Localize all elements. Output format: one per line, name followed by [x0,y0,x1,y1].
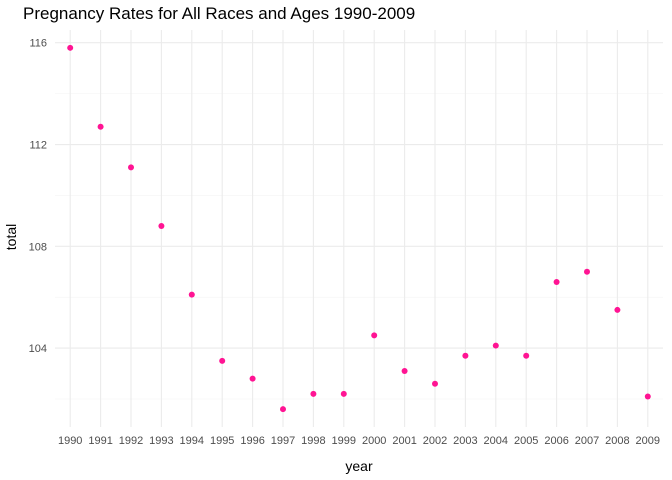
grid [55,30,663,427]
x-tick-label: 1996 [240,435,264,447]
y-tick-label: 108 [29,241,47,253]
x-tick-label: 1999 [332,435,356,447]
data-point [188,291,195,298]
x-axis-title: year [345,458,373,474]
data-point [462,352,469,359]
x-tick-label: 1997 [271,435,295,447]
data-point [128,164,134,171]
x-tick-label: 2005 [514,435,538,447]
data-point [340,390,347,397]
x-tick-label: 2007 [575,435,599,447]
data-point [553,278,560,285]
x-tick-label: 2000 [362,435,386,447]
x-tick-label: 2003 [453,435,477,447]
data-point [432,380,438,387]
data-point [97,123,104,130]
x-tick-label: 1991 [88,435,112,447]
y-tick-label: 112 [29,140,47,152]
x-tick-label: 2002 [423,435,447,447]
data-points [67,44,651,413]
x-tick-label: 1992 [119,435,143,447]
data-point [158,222,165,229]
chart-title: Pregnancy Rates for All Races and Ages 1… [23,4,415,23]
y-axis-title: total [3,224,19,250]
x-tick-label: 1990 [58,435,82,447]
x-tick-label: 2004 [484,435,508,447]
data-point [371,332,378,339]
data-point [401,368,408,375]
y-tick-label: 116 [29,38,47,50]
y-axis-ticks: 104 108 112 116 [29,38,47,355]
data-point [219,357,226,364]
x-tick-label: 2006 [544,435,568,447]
data-point [492,342,499,349]
y-tick-label: 104 [29,343,47,355]
data-point [644,393,651,400]
x-tick-label: 1998 [301,435,325,447]
data-point [310,390,317,397]
x-tick-label: 1995 [210,435,234,447]
data-point [280,406,286,413]
data-point [523,352,530,359]
x-tick-label: 1994 [180,435,204,447]
data-point [249,375,256,382]
x-tick-label: 2009 [636,435,660,447]
x-tick-label: 1993 [149,435,173,447]
data-point [614,306,621,313]
data-point [67,44,74,51]
x-axis-ticks: 1990 1991 1992 1993 1994 1995 1996 1997 1998 1999… [58,435,660,447]
x-tick-label: 2001 [392,435,416,447]
x-tick-label: 2008 [605,435,629,447]
data-point [584,268,590,275]
